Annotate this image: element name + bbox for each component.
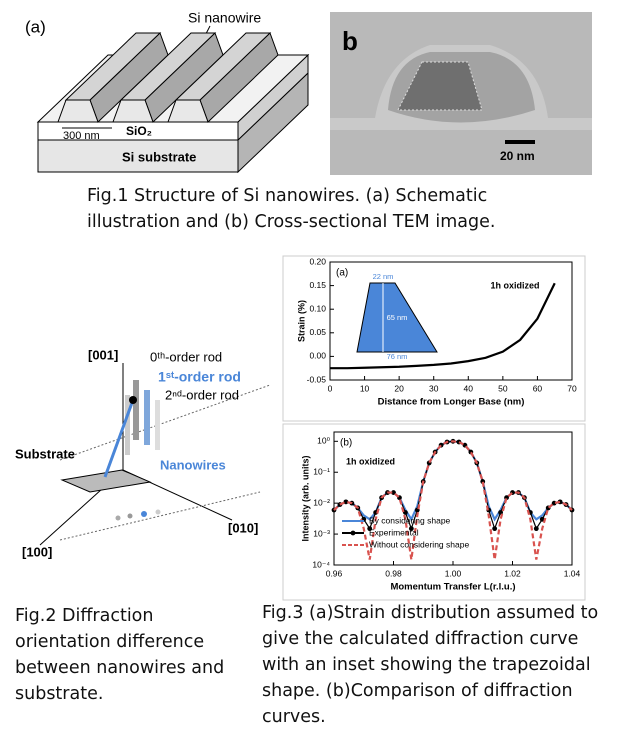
substrate-label: Si substrate bbox=[122, 149, 196, 164]
x-tick-label: 20 bbox=[394, 383, 404, 393]
nanowire-label: Si nanowire bbox=[188, 10, 261, 26]
caption: Fig.3 (a)Strain distribution assumed to … bbox=[262, 603, 599, 727]
rod bbox=[125, 395, 130, 455]
nanowires-label: Nanowires bbox=[160, 457, 226, 472]
y-tick-label: 0.05 bbox=[309, 327, 326, 337]
y-tick-label: 0.20 bbox=[309, 256, 326, 266]
y-tick-label: -0.05 bbox=[307, 374, 327, 384]
x-tick-label: 1.02 bbox=[504, 568, 521, 578]
data-point bbox=[498, 510, 503, 515]
y-tick-label: 0.15 bbox=[309, 280, 326, 290]
data-point bbox=[533, 526, 539, 532]
point bbox=[129, 396, 137, 404]
annotation: 65 nm bbox=[387, 313, 408, 322]
legend-label: Without considering shape bbox=[369, 539, 469, 549]
rod bbox=[155, 400, 160, 450]
axis-label: [001] bbox=[88, 347, 118, 362]
panel-label: (a) bbox=[25, 17, 46, 36]
rod-label: 0ᵗʰ-order rod bbox=[150, 349, 222, 364]
data-point bbox=[391, 490, 396, 495]
nanowire-front bbox=[167, 99, 209, 123]
chart-frame bbox=[282, 255, 586, 422]
rod-label: 2ⁿᵈ-order rod bbox=[165, 387, 239, 402]
point bbox=[127, 513, 133, 519]
nanowire-vector bbox=[103, 399, 135, 478]
data-line bbox=[333, 440, 573, 560]
x-tick-label: 30 bbox=[429, 383, 439, 393]
x-axis-label: Momentum Transfer L(r.l.u.) bbox=[390, 582, 515, 593]
point bbox=[141, 511, 147, 517]
legend-label: By considering shape bbox=[369, 515, 451, 525]
data-point bbox=[492, 526, 498, 532]
panel-label: b bbox=[342, 26, 358, 56]
scale-label: 20 nm bbox=[500, 149, 535, 163]
x-axis-label: Distance from Longer Base (nm) bbox=[378, 397, 525, 408]
substrate-plate bbox=[60, 469, 152, 493]
x-tick-label: 10 bbox=[360, 383, 370, 393]
nanowire-front bbox=[112, 99, 154, 123]
tem-nanowire bbox=[397, 61, 483, 111]
x-tick-label: 40 bbox=[464, 383, 474, 393]
legend-swatch bbox=[350, 530, 356, 536]
substrate-label: Substrate bbox=[15, 446, 75, 461]
width-label: 300 nm bbox=[63, 130, 100, 142]
panel-label: (a) bbox=[336, 268, 348, 279]
caption: Fig.1 Structure of Si nanowires. (a) Sch… bbox=[87, 186, 496, 232]
annotation: 1h oxidized bbox=[490, 280, 539, 290]
y-tick-label: 10⁻⁴ bbox=[312, 559, 330, 569]
rod bbox=[133, 380, 139, 440]
legend-label: Experimental bbox=[369, 527, 419, 537]
point bbox=[115, 515, 121, 521]
inset-trapezoid bbox=[356, 282, 438, 353]
y-axis-label: Intensity (arb. units) bbox=[300, 455, 310, 541]
x-tick-label: 70 bbox=[567, 383, 577, 393]
x-tick-label: 1.00 bbox=[445, 568, 462, 578]
caption: Fig.2 Diffraction orientation difference… bbox=[15, 606, 225, 704]
panel-label: (b) bbox=[340, 438, 352, 449]
diffraction-diagram: [001] 0ᵗʰ-order rod 1ˢᵗ-order rod 2ⁿᵈ-or… bbox=[15, 347, 271, 559]
y-tick-label: 0.10 bbox=[309, 303, 326, 313]
y-tick-label: 10⁻³ bbox=[313, 528, 330, 538]
y-tick-label: 0.00 bbox=[309, 351, 326, 361]
x-tick-label: 0.96 bbox=[326, 568, 343, 578]
x-tick-label: 1.04 bbox=[564, 568, 581, 578]
point bbox=[155, 509, 161, 515]
y-axis-label: Strain (%) bbox=[296, 300, 306, 342]
annotation: 22 nm bbox=[373, 272, 394, 281]
guide bbox=[59, 384, 271, 461]
y-tick-label: 10⁻² bbox=[313, 497, 330, 507]
x-tick-label: 60 bbox=[533, 383, 543, 393]
data-point bbox=[408, 526, 414, 532]
data-point bbox=[367, 526, 373, 532]
y-tick-label: 10⁰ bbox=[317, 436, 330, 446]
rod-label: 1ˢᵗ-order rod bbox=[158, 369, 241, 385]
axis-label: [100] bbox=[22, 544, 52, 559]
nanowire-front bbox=[57, 99, 99, 123]
plot-area bbox=[329, 261, 573, 381]
annotation: 76 nm bbox=[387, 352, 408, 361]
y-tick-label: 10⁻¹ bbox=[313, 466, 330, 476]
rod bbox=[144, 390, 150, 445]
annotation: 1h oxidized bbox=[346, 456, 395, 466]
data-line bbox=[330, 282, 556, 370]
axis-label: [010] bbox=[228, 520, 258, 535]
x-tick-label: 0 bbox=[328, 383, 333, 393]
x-tick-label: 0.98 bbox=[385, 568, 402, 578]
schematic: (a) Si nanowire 300 nm SiO₂ Si substrate bbox=[25, 10, 310, 174]
oxide-label: SiO₂ bbox=[126, 124, 152, 138]
x-tick-label: 50 bbox=[498, 383, 508, 393]
